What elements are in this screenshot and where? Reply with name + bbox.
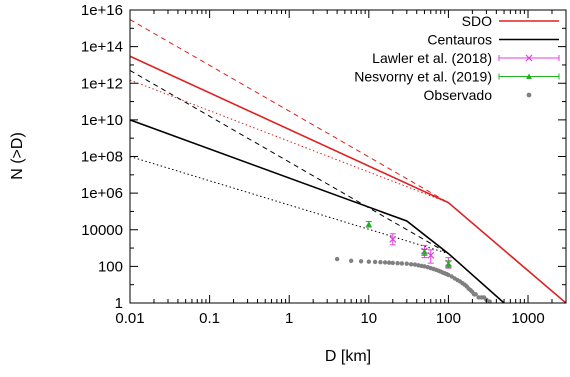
- observado-point: [366, 259, 372, 264]
- legend-marker-triangle: [526, 73, 532, 79]
- x-axis-label: D [km]: [325, 348, 371, 365]
- observado-point: [372, 259, 378, 265]
- axes-group: 0.01 0.1 1 10 100 1000 1 100 10000 1e+06 1e+08 1e+1…: [81, 2, 567, 327]
- observado-point: [422, 264, 427, 269]
- observado-point: [473, 292, 478, 297]
- legend-label: Centauros: [427, 32, 492, 48]
- x-tick-label: 10: [360, 310, 377, 327]
- fit-line-dashed-4: [130, 70, 449, 255]
- y-tick-label: 1: [115, 295, 123, 312]
- y-tick-label: 1e+06: [81, 185, 123, 202]
- observado-point: [358, 259, 364, 264]
- observado-point: [408, 262, 414, 267]
- legend-label: Observado: [424, 87, 493, 103]
- x-tick-label: 1: [285, 310, 293, 327]
- points-group: [334, 221, 492, 303]
- x-tick-label: 0.1: [199, 310, 220, 327]
- x-tick-label: 0.01: [115, 310, 144, 327]
- nesvorny-point: [445, 261, 452, 267]
- observado-point: [399, 261, 405, 266]
- observado-point: [390, 260, 395, 266]
- observado-point: [386, 260, 392, 265]
- y-tick-label: 100: [98, 258, 123, 275]
- observado-point: [348, 258, 354, 264]
- y-tick-label: 1e+12: [81, 75, 123, 92]
- legend-label: Nesvorny et al. (2019): [354, 69, 492, 85]
- nesvorny-point: [421, 249, 428, 255]
- y-axis-label: N (>D): [9, 132, 26, 180]
- legend: SDO Centauros Lawler et al. (2018) Nesvorny…: [354, 13, 560, 103]
- y-tick-label: 1e+16: [81, 2, 123, 19]
- lawler-point: [427, 251, 435, 259]
- y-tick-label: 1e+08: [81, 149, 123, 166]
- fit-line-dotted-3: [130, 79, 449, 204]
- series-line-sdo: [130, 55, 566, 303]
- legend-label: SDO: [462, 13, 492, 29]
- observado-point: [395, 260, 400, 266]
- nesvorny-point: [365, 221, 372, 227]
- legend-marker-x: [525, 54, 533, 62]
- fit-line-dashed-2: [130, 19, 449, 204]
- y-tick-label: 1e+10: [81, 112, 123, 129]
- observado-point: [487, 299, 492, 303]
- observado-point: [446, 272, 451, 278]
- observado-point: [334, 256, 340, 262]
- observado-point: [404, 261, 409, 266]
- observado-point: [412, 262, 418, 267]
- legend-marker-dot: [526, 92, 532, 98]
- observado-point: [382, 260, 388, 265]
- series-line-centauros: [130, 119, 505, 303]
- series-group: [130, 19, 566, 303]
- legend-label: Lawler et al. (2018): [372, 50, 492, 66]
- y-tick-label: 10000: [81, 222, 123, 239]
- x-tick-label: 100: [436, 310, 461, 327]
- x-tick-label: 1000: [511, 310, 544, 327]
- y-tick-label: 1e+14: [81, 39, 123, 56]
- fit-line-dotted-5: [130, 156, 449, 255]
- observado-point: [378, 259, 383, 265]
- lawler-point: [389, 235, 397, 243]
